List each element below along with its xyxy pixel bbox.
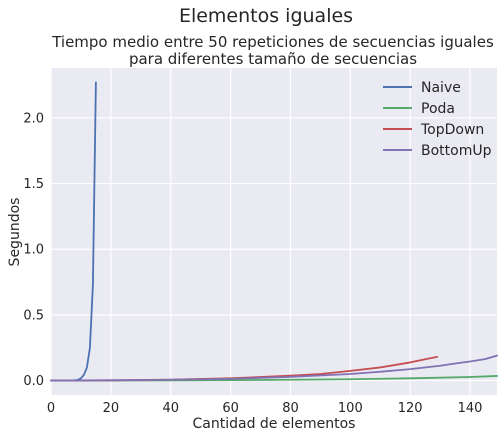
y-tick-label: 2.0	[23, 111, 44, 126]
x-tick-label: 0	[47, 401, 55, 416]
x-tick-label: 60	[222, 401, 239, 416]
series-lines	[50, 81, 498, 382]
legend-label-poda: Poda	[421, 101, 455, 117]
x-tick-label: 40	[162, 401, 179, 416]
x-axis-ticks: 0 20 40 60 80 100 120 140	[47, 401, 483, 416]
x-tick-label: 20	[103, 401, 120, 416]
chart-title: Elementos iguales	[179, 5, 353, 27]
plot-area	[51, 68, 497, 395]
y-axis-ticks: 0.0 0.5 1.0 1.5 2.0	[23, 111, 44, 389]
x-tick-label: 120	[398, 401, 423, 416]
x-tick-label: 140	[458, 401, 483, 416]
y-axis-label: Segundos	[7, 198, 23, 267]
y-tick-label: 1.0	[23, 243, 44, 258]
legend-label-bottomup: BottomUp	[421, 143, 492, 159]
chart-subtitle-line-2: para diferentes tamaño de secuencias	[129, 50, 417, 68]
legend: Naive Poda TopDown BottomUp	[383, 80, 492, 159]
legend-label-topdown: TopDown	[420, 122, 484, 138]
chart-subtitle-line-1: Tiempo medio entre 50 repeticiones de se…	[51, 33, 494, 51]
y-tick-label: 0.5	[23, 308, 44, 323]
x-tick-label: 100	[338, 401, 363, 416]
legend-label-naive: Naive	[421, 80, 461, 96]
x-axis-label: Cantidad de elementos	[193, 416, 356, 432]
series-line-bottomup	[50, 354, 498, 382]
y-tick-label: 1.5	[23, 177, 44, 192]
y-tick-label: 0.0	[23, 374, 44, 389]
x-tick-label: 80	[282, 401, 299, 416]
